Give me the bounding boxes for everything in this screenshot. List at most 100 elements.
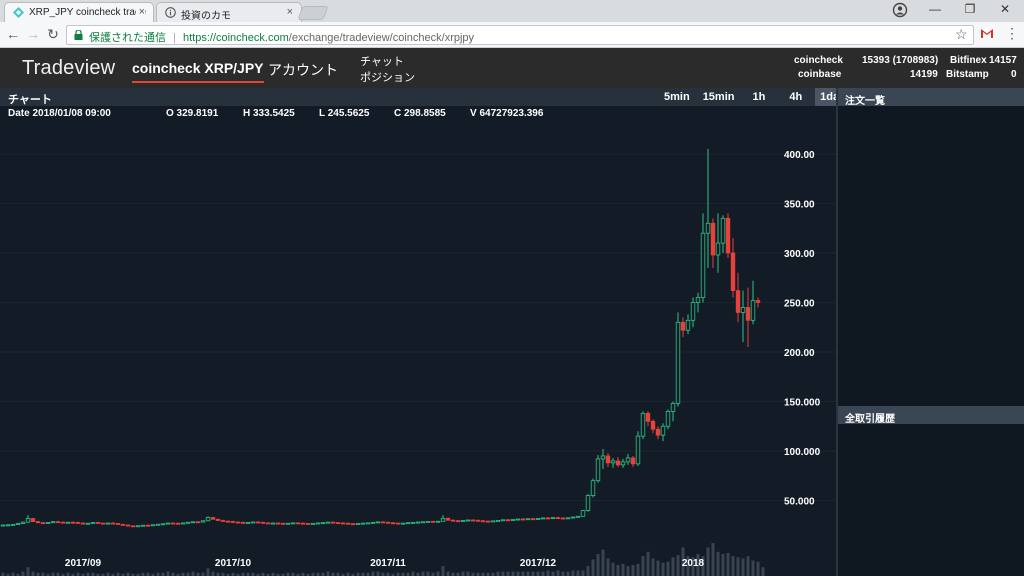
volume-bar <box>226 573 230 576</box>
candle-body <box>675 321 681 404</box>
volume-bar <box>291 572 295 576</box>
candle-body <box>290 522 296 525</box>
new-tab-button[interactable] <box>297 6 329 20</box>
candle-body <box>205 517 211 522</box>
candle-body <box>285 522 291 525</box>
candle-body <box>520 518 526 521</box>
candle-body <box>610 460 616 464</box>
candle-body <box>195 521 201 524</box>
y-tick-label: 100.000 <box>784 447 821 458</box>
candle-body <box>145 524 151 527</box>
candle-body <box>380 521 386 524</box>
candle-body <box>265 522 271 525</box>
candle-body <box>510 519 516 521</box>
y-tick-label: 300.00 <box>784 249 815 260</box>
volume-bar <box>86 572 90 576</box>
browser-tab-active[interactable]: XRP_JPY coincheck trade × <box>4 2 154 22</box>
candle-body <box>450 519 456 522</box>
address-bar[interactable]: 保護された通信 | https://coincheck.com/exchange… <box>66 25 974 45</box>
ohlc-date: Date 2018/01/08 09:00 <box>8 108 111 119</box>
security-label: 保護された通信 <box>89 32 166 44</box>
reload-icon[interactable]: ↻ <box>47 26 59 42</box>
y-tick-label: 50.000 <box>784 497 815 508</box>
nav-position-link[interactable]: ポジション <box>360 72 415 84</box>
close-tab-icon[interactable]: × <box>286 6 293 18</box>
candle-body <box>40 522 46 525</box>
volume-bar <box>691 557 695 576</box>
url-path: /exchange/tradeview/coincheck/xrpjpy <box>288 32 475 44</box>
nav-chat-link[interactable]: チャット <box>360 56 404 68</box>
volume-bar <box>606 558 610 576</box>
candle-body <box>340 522 346 525</box>
candle-body <box>250 521 256 524</box>
order-book-panel: 注文一覧 <box>838 88 1024 406</box>
close-tab-icon[interactable]: × <box>135 6 145 18</box>
candle-body <box>390 522 396 525</box>
volume-bar <box>21 571 25 576</box>
candle-body <box>755 300 761 303</box>
candle-body <box>685 319 691 331</box>
browser-tab[interactable]: 投資のカモ × <box>156 2 302 22</box>
coincheck-favicon-icon <box>13 7 24 18</box>
candlestick-chart[interactable]: 50.000 100.000 150.000 200.00 250.00 300.00 35… <box>0 106 836 576</box>
candle-body <box>500 519 506 522</box>
candle-body <box>585 495 591 511</box>
brand-logo[interactable]: Tradeview <box>22 57 116 79</box>
arrow-left-icon[interactable]: ← <box>6 26 20 42</box>
candle-body <box>105 522 111 525</box>
volume-bar <box>6 573 10 576</box>
candle-body <box>75 522 81 524</box>
volume-bar <box>616 565 620 576</box>
nav-pair-tab[interactable]: coincheck XRP/JPY <box>132 60 264 83</box>
candle-body <box>360 522 366 525</box>
candle-body <box>225 520 231 523</box>
candle-body <box>135 525 141 528</box>
candle-body <box>530 518 536 521</box>
volume-bar <box>521 571 525 576</box>
volume-bar <box>91 572 95 576</box>
close-window-icon[interactable]: ✕ <box>999 2 1011 16</box>
volume-bar <box>101 573 105 576</box>
interval-1h-button[interactable]: 1h <box>752 91 766 103</box>
volume-bar <box>351 573 355 576</box>
candle-body <box>580 510 586 517</box>
candle-body <box>635 435 641 465</box>
volume-bar <box>371 571 375 576</box>
interval-15min-button[interactable]: 15min <box>702 91 735 103</box>
volume-bar <box>546 570 550 576</box>
volume-bar <box>321 572 325 576</box>
ticker-name-bitstamp: Bitstamp <box>946 69 989 80</box>
candle-body <box>730 252 736 292</box>
star-icon[interactable]: ☆ <box>955 26 968 42</box>
candle-body <box>525 518 531 521</box>
candle-body <box>735 290 741 313</box>
candle-body <box>15 523 21 525</box>
price-chart[interactable]: 50.000 100.000 150.000 200.00 250.00 300.00 35… <box>0 106 836 576</box>
candle-body <box>700 232 706 298</box>
chart-header-bar: チャート 5min 15min 1h 4h 1day <box>0 88 851 106</box>
candle-body <box>445 517 451 521</box>
gmail-icon[interactable] <box>980 28 994 39</box>
candle-body <box>415 521 421 524</box>
panel-divider[interactable] <box>836 88 838 576</box>
volume-bar <box>156 572 160 576</box>
volume-bar <box>76 572 80 576</box>
volume-bar <box>436 571 440 576</box>
candle-body <box>45 522 51 524</box>
interval-5min-button[interactable]: 5min <box>664 91 690 103</box>
volume-bar <box>161 572 165 576</box>
arrow-right-icon[interactable]: → <box>26 26 40 42</box>
interval-selector: 5min 15min 1h 4h 1day <box>656 88 851 106</box>
nav-account-link[interactable]: アカウント <box>268 62 338 78</box>
candle-body <box>495 519 501 522</box>
candle-body <box>245 522 251 524</box>
more-vert-icon[interactable]: ⋮ <box>1005 25 1019 41</box>
candle-body <box>420 521 426 524</box>
volume-bar <box>196 572 200 576</box>
minimize-icon[interactable]: — <box>929 2 941 16</box>
volume-bar <box>331 572 335 576</box>
profile-icon[interactable] <box>892 2 908 18</box>
interval-4h-button[interactable]: 4h <box>789 91 803 103</box>
restore-icon[interactable]: ❐ <box>964 2 976 16</box>
volume-bar <box>146 572 150 576</box>
